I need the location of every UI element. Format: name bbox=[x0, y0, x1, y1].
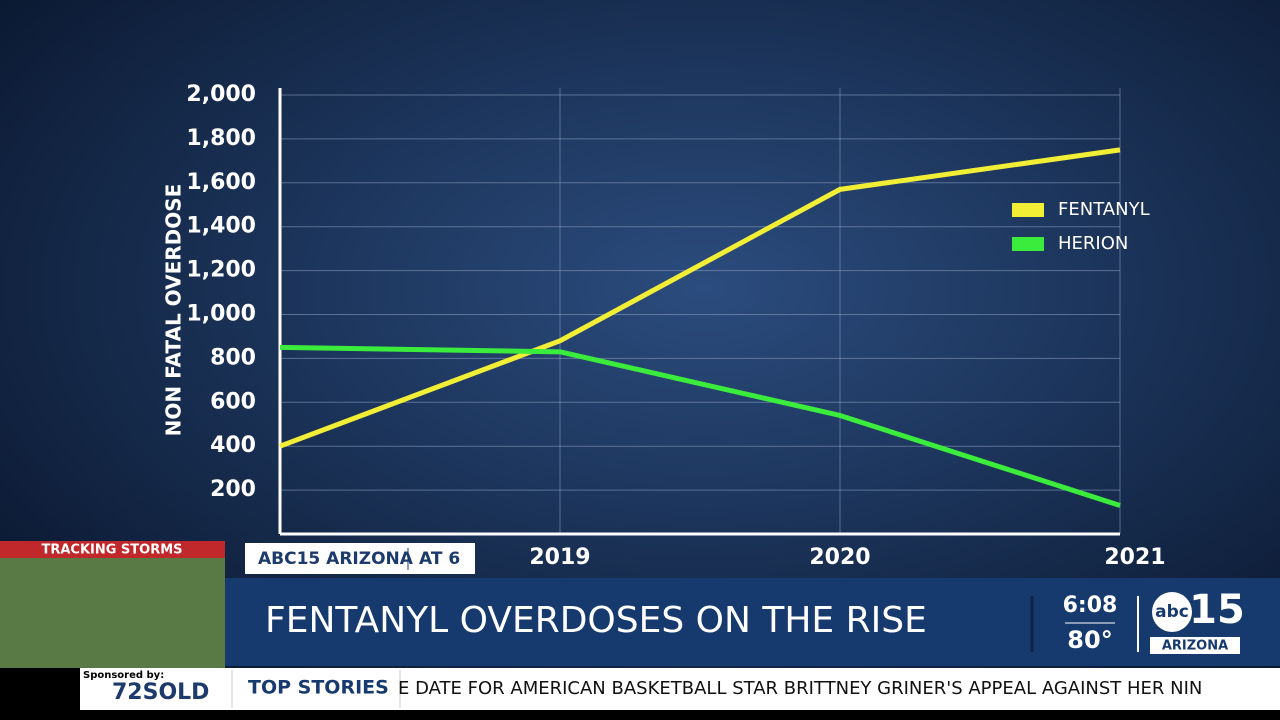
station-tag bbox=[245, 543, 475, 574]
storm-title: TRACKING STORMS bbox=[41, 543, 182, 558]
y-axis-label: NON FATAL OVERDOSE bbox=[162, 184, 186, 437]
logo-circle bbox=[1152, 592, 1192, 632]
sponsor-name: 72SOLD bbox=[112, 680, 209, 705]
legend-swatch bbox=[1012, 237, 1044, 251]
headline-bar bbox=[225, 578, 1280, 666]
temperature: 80° bbox=[1067, 626, 1112, 654]
storm-map bbox=[0, 541, 225, 668]
logo-region-box bbox=[1150, 637, 1240, 654]
show: AT 6 bbox=[419, 549, 460, 569]
y-tick-label: 1,400 bbox=[186, 214, 256, 239]
y-tick-label: 1,200 bbox=[186, 258, 256, 283]
sponsor-label: Sponsored by: bbox=[83, 670, 164, 681]
y-tick-label: 800 bbox=[210, 345, 256, 370]
legend-swatch bbox=[1012, 203, 1044, 217]
y-tick-label: 400 bbox=[210, 433, 256, 458]
legend-label: FENTANYL bbox=[1058, 199, 1150, 220]
time: 6:08 bbox=[1063, 593, 1118, 618]
logo-region: ARIZONA bbox=[1162, 639, 1228, 654]
y-tick-label: 600 bbox=[210, 389, 256, 414]
y-tick-label: 1,000 bbox=[186, 302, 256, 327]
y-tick-label: 200 bbox=[210, 477, 256, 502]
logo-number: 15 bbox=[1189, 587, 1245, 633]
x-tick-label: 2019 bbox=[529, 545, 590, 570]
y-tick-label: 1,800 bbox=[186, 126, 256, 151]
x-tick-label: 2020 bbox=[809, 545, 870, 570]
y-tick-label: 2,000 bbox=[186, 82, 256, 107]
line bbox=[279, 344, 1121, 508]
y-tick-label: 1,600 bbox=[186, 170, 256, 195]
logo-abc: abc bbox=[1155, 602, 1189, 622]
chart: 200 400 600 800 1,000 1,200 1,400 1,600 1,800 2,0… bbox=[186, 82, 1165, 570]
x-tick-label: 2021 bbox=[1104, 545, 1165, 570]
headline: FENTANYL OVERDOSES ON THE RISE bbox=[265, 600, 927, 641]
station: ABC15 ARIZONA bbox=[258, 549, 414, 569]
storm-header bbox=[0, 541, 225, 558]
legend-label: HERION bbox=[1058, 233, 1128, 254]
ticker-bar bbox=[80, 668, 1280, 710]
section: TOP STORIES bbox=[248, 677, 389, 699]
ticker-text: E DATE FOR AMERICAN BASKETBALL STAR BRIT… bbox=[398, 678, 1202, 699]
line bbox=[279, 147, 1121, 449]
